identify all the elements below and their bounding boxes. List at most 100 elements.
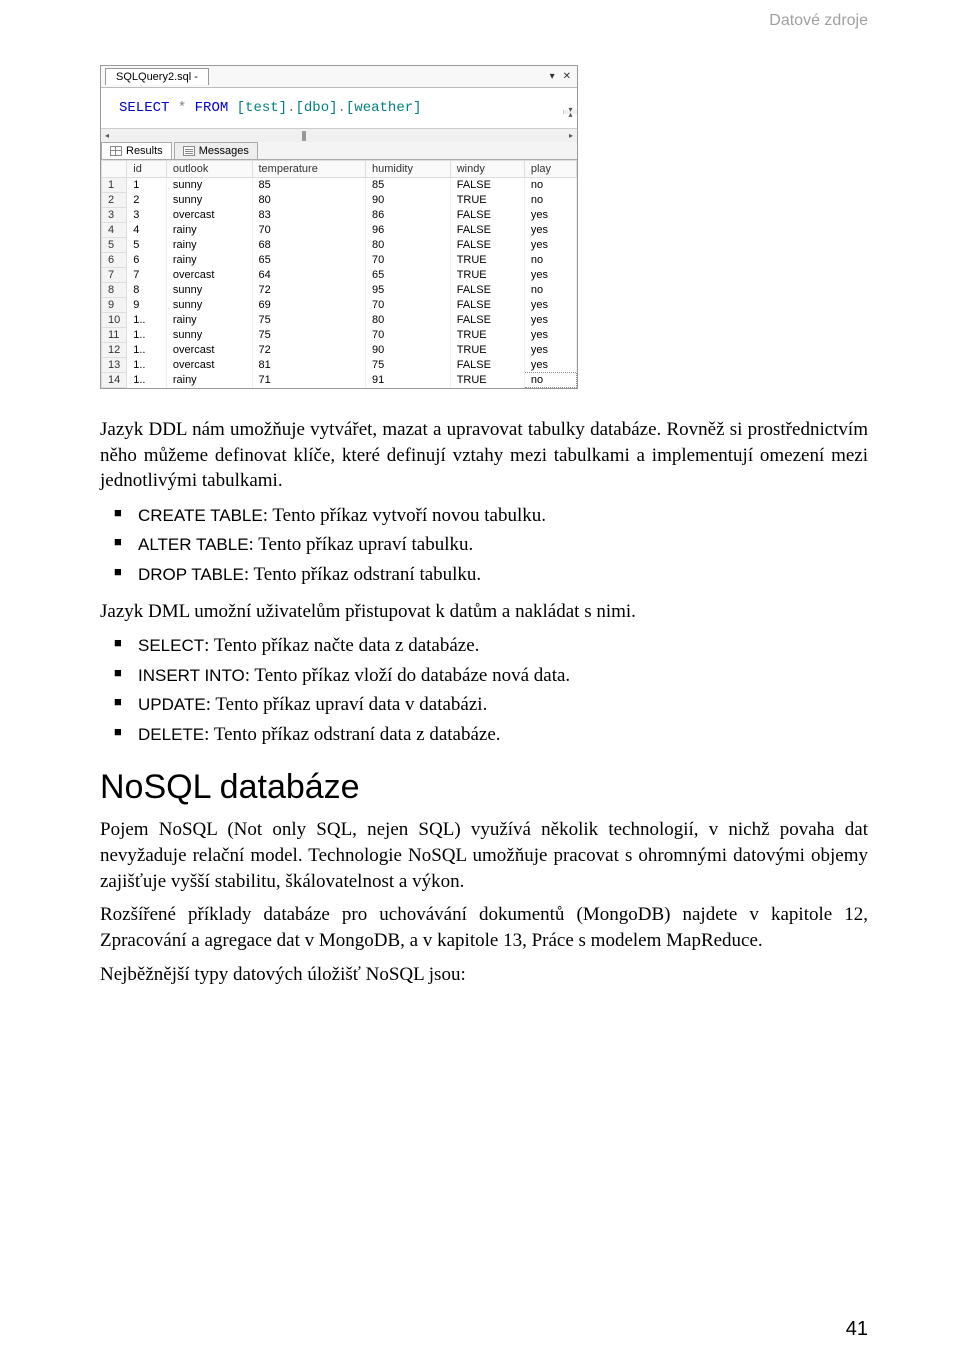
- table-cell: 1..: [127, 328, 167, 343]
- table-row[interactable]: 111..sunny7570TRUEyes: [102, 328, 577, 343]
- table-cell: 80: [366, 313, 451, 328]
- grid-icon: [110, 146, 122, 156]
- table-cell: sunny: [166, 328, 252, 343]
- table-cell: 64: [252, 268, 366, 283]
- table-cell: TRUE: [450, 343, 524, 358]
- table-cell: 83: [252, 208, 366, 223]
- dropdown-icon[interactable]: ▾: [550, 71, 555, 82]
- table-cell: rainy: [166, 223, 252, 238]
- table-cell: 91: [366, 373, 451, 388]
- column-header: outlook: [166, 161, 252, 178]
- table-row[interactable]: 77overcast6465TRUEyes: [102, 268, 577, 283]
- table-cell: yes: [524, 298, 576, 313]
- table-row[interactable]: 99sunny6970FALSEyes: [102, 298, 577, 313]
- scroll-left-icon[interactable]: ◂: [105, 131, 109, 140]
- table-cell: 95: [366, 283, 451, 298]
- ddl-command-list: CREATE TABLE: Tento příkaz vytvoří novou…: [100, 502, 868, 589]
- results-tab-bar: Results Messages: [101, 142, 577, 160]
- sql-code-editor[interactable]: SELECT * FROM [test].[dbo].[weather]: [101, 88, 577, 128]
- table-cell: 1: [102, 178, 127, 193]
- sql-file-tab[interactable]: SQLQuery2.sql -: [105, 68, 209, 85]
- horizontal-scrollbar[interactable]: ◂ ▸: [101, 128, 577, 142]
- table-row[interactable]: 141..rainy7191TRUEno: [102, 373, 577, 388]
- command-code: SELECT: [138, 636, 204, 655]
- table-cell: FALSE: [450, 178, 524, 193]
- table-row[interactable]: 131..overcast8175FALSEyes: [102, 358, 577, 373]
- table-cell: 70: [366, 328, 451, 343]
- table-cell: FALSE: [450, 283, 524, 298]
- table-cell: 75: [252, 328, 366, 343]
- table-cell: 7: [127, 268, 167, 283]
- vertical-scrollbar[interactable]: ▴ ▾: [563, 110, 577, 114]
- tab-messages-label: Messages: [199, 145, 249, 157]
- command-desc: : Tento příkaz vloží do databáze nová da…: [245, 665, 570, 686]
- table-cell: yes: [524, 223, 576, 238]
- paragraph-nosql-3: Nejběžnější typy datových úložišť NoSQL …: [100, 962, 868, 988]
- scroll-right-icon[interactable]: ▸: [569, 131, 573, 140]
- table-cell: 85: [366, 178, 451, 193]
- table-row[interactable]: 101..rainy7580FALSEyes: [102, 313, 577, 328]
- table-row[interactable]: 44rainy7096FALSEyes: [102, 223, 577, 238]
- paragraph-ddl-intro: Jazyk DDL nám umožňuje vytvářet, mazat a…: [100, 417, 868, 494]
- table-cell: 70: [366, 253, 451, 268]
- table-cell: yes: [524, 358, 576, 373]
- table-cell: 75: [252, 313, 366, 328]
- table-cell: 72: [252, 283, 366, 298]
- table-cell: FALSE: [450, 298, 524, 313]
- close-icon[interactable]: ✕: [563, 71, 571, 82]
- table-cell: 6: [127, 253, 167, 268]
- table-cell: 72: [252, 343, 366, 358]
- table-cell: rainy: [166, 373, 252, 388]
- table-cell: yes: [524, 268, 576, 283]
- table-row[interactable]: 55rainy6880FALSEyes: [102, 238, 577, 253]
- table-cell: FALSE: [450, 223, 524, 238]
- column-header: [102, 161, 127, 178]
- table-row[interactable]: 121..overcast7290TRUEyes: [102, 343, 577, 358]
- table-cell: 5: [127, 238, 167, 253]
- table-cell: overcast: [166, 358, 252, 373]
- table-cell: 1..: [127, 358, 167, 373]
- list-item: DELETE: Tento příkaz odstraní data z dat…: [100, 721, 868, 749]
- table-cell: yes: [524, 238, 576, 253]
- page-number: 41: [846, 1318, 868, 1341]
- tab-messages[interactable]: Messages: [174, 142, 258, 159]
- table-row[interactable]: 88sunny7295FALSEno: [102, 283, 577, 298]
- table-cell: sunny: [166, 193, 252, 208]
- table-cell: TRUE: [450, 253, 524, 268]
- table-cell: 71: [252, 373, 366, 388]
- table-cell: TRUE: [450, 268, 524, 283]
- tab-results[interactable]: Results: [101, 142, 172, 159]
- table-cell: 9: [127, 298, 167, 313]
- table-cell: 90: [366, 343, 451, 358]
- table-cell: sunny: [166, 283, 252, 298]
- table-cell: FALSE: [450, 358, 524, 373]
- scroll-down-icon[interactable]: ▾: [564, 105, 577, 114]
- command-code: DELETE: [138, 725, 204, 744]
- page-header-right: Datové zdroje: [100, 12, 868, 30]
- table-cell: 96: [366, 223, 451, 238]
- table-cell: 1..: [127, 313, 167, 328]
- command-desc: : Tento příkaz načte data z databáze.: [204, 635, 479, 656]
- command-desc: : Tento příkaz odstraní data z databáze.: [204, 724, 500, 745]
- table-row[interactable]: 33overcast8386FALSEyes: [102, 208, 577, 223]
- command-code: CREATE TABLE: [138, 506, 263, 525]
- table-row[interactable]: 11sunny8585FALSEno: [102, 178, 577, 193]
- list-item: SELECT: Tento příkaz načte data z databá…: [100, 632, 868, 660]
- table-cell: 10: [102, 313, 127, 328]
- command-desc: : Tento příkaz odstraní tabulku.: [244, 564, 481, 585]
- table-cell: overcast: [166, 343, 252, 358]
- table-cell: 4: [102, 223, 127, 238]
- table-cell: 9: [102, 298, 127, 313]
- table-cell: 11: [102, 328, 127, 343]
- sql-query-window: SQLQuery2.sql - ▾ ✕ SELECT * FROM [test]…: [100, 65, 578, 389]
- table-cell: no: [524, 193, 576, 208]
- sql-titlebar: SQLQuery2.sql - ▾ ✕: [101, 66, 577, 88]
- table-row[interactable]: 22sunny8090TRUEno: [102, 193, 577, 208]
- table-row[interactable]: 66rainy6570TRUEno: [102, 253, 577, 268]
- table-cell: sunny: [166, 178, 252, 193]
- table-cell: FALSE: [450, 208, 524, 223]
- table-cell: 80: [252, 193, 366, 208]
- paragraph-dml-intro: Jazyk DML umožní uživatelům přistupovat …: [100, 599, 868, 625]
- table-cell: FALSE: [450, 238, 524, 253]
- table-cell: yes: [524, 343, 576, 358]
